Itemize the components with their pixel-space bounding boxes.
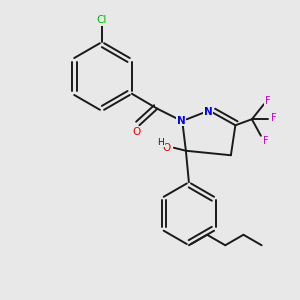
Text: F: F [265, 96, 270, 106]
Text: Cl: Cl [97, 15, 107, 25]
Text: H: H [158, 138, 164, 147]
Text: F: F [271, 113, 277, 123]
Text: N: N [204, 107, 213, 117]
Text: O: O [163, 143, 171, 153]
Text: N: N [177, 116, 186, 126]
Text: F: F [263, 136, 269, 146]
Text: O: O [133, 127, 141, 137]
